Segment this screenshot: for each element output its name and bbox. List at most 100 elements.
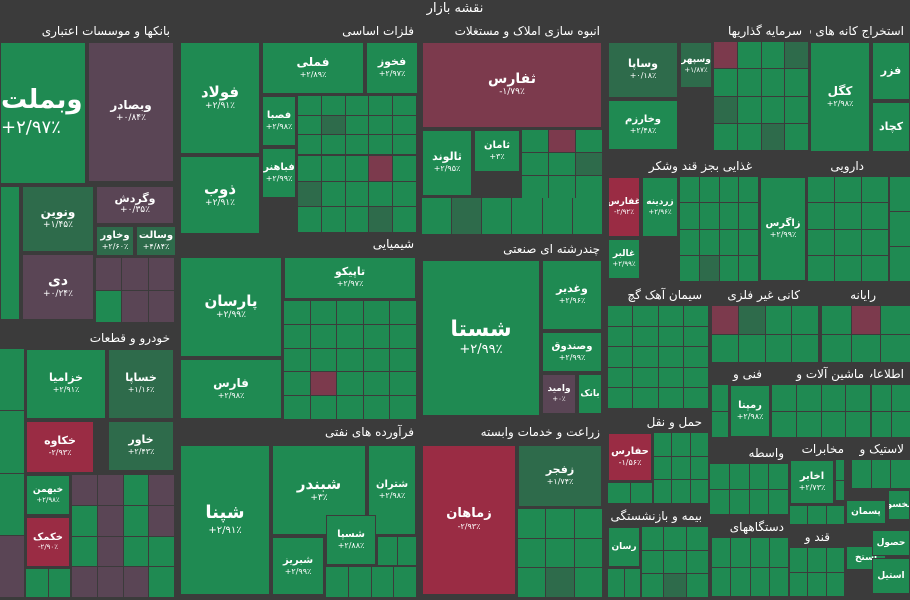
stock-tile[interactable]	[642, 574, 664, 597]
stock-tile[interactable]	[729, 464, 749, 489]
tile-fakhooz[interactable]: فخوز +۲/۹۷٪	[366, 42, 418, 94]
stock-tile[interactable]	[683, 388, 708, 408]
stock-tile[interactable]	[452, 198, 482, 234]
tile-kfaraz[interactable]: فزر	[872, 42, 910, 100]
stock-tile[interactable]	[572, 198, 602, 234]
stock-tile[interactable]	[712, 306, 738, 334]
tile-khkmak[interactable]: خکمک -۲/۹۰٪	[26, 517, 70, 567]
tile-tapiko[interactable]: تاپیکو +۲/۹۷٪	[284, 257, 416, 299]
stock-tile[interactable]	[683, 306, 708, 326]
stock-tile[interactable]	[686, 574, 708, 597]
stock-tile[interactable]	[664, 527, 686, 550]
stock-tile[interactable]	[97, 536, 123, 567]
tile-fabahar[interactable]: فباهنر +۲/۹۹٪	[262, 148, 296, 198]
tile-vsahar[interactable]: وسپهر +۱/۸۷٪	[680, 42, 712, 88]
stock-tile[interactable]	[363, 396, 390, 419]
tile-khavar[interactable]: خاور +۲/۴۳٪	[108, 421, 174, 471]
stock-tile[interactable]	[298, 96, 321, 115]
stock-tile[interactable]	[710, 464, 729, 489]
stock-tile[interactable]	[369, 156, 393, 181]
stock-tile[interactable]	[345, 156, 369, 181]
stock-tile[interactable]	[149, 536, 174, 567]
stock-tile[interactable]	[851, 334, 881, 362]
stock-tile[interactable]	[549, 130, 575, 152]
stock-tile[interactable]	[518, 509, 546, 538]
stock-tile[interactable]	[97, 505, 123, 536]
stock-tile[interactable]	[369, 96, 393, 115]
stock-tile[interactable]	[761, 96, 785, 123]
stock-tile[interactable]	[658, 347, 683, 367]
stock-tile[interactable]	[149, 567, 174, 597]
stock-tile[interactable]	[672, 456, 690, 480]
stock-tile[interactable]	[690, 456, 708, 480]
stock-tile[interactable]	[769, 567, 788, 596]
stock-tile[interactable]	[658, 326, 683, 347]
stock-tile[interactable]	[822, 306, 851, 334]
tile-vnovin[interactable]: ونوین +۱/۴۵٪	[22, 186, 94, 252]
tile-tlond[interactable]: ثالوند +۲/۹۵٪	[422, 130, 472, 196]
stock-tile[interactable]	[390, 301, 416, 324]
stock-tile[interactable]	[337, 372, 363, 396]
stock-tile[interactable]	[699, 229, 719, 255]
stock-tile[interactable]	[310, 301, 337, 324]
stock-tile[interactable]	[608, 483, 630, 503]
stock-tile[interactable]	[72, 536, 97, 567]
stock-tile[interactable]	[749, 489, 769, 514]
stock-tile[interactable]	[522, 153, 548, 175]
stock-tile[interactable]	[862, 255, 888, 281]
stock-tile[interactable]	[48, 569, 70, 597]
tile-fars[interactable]: فارس +۲/۹۸٪	[180, 359, 282, 419]
stock-tile[interactable]	[769, 489, 788, 514]
stock-tile[interactable]	[761, 42, 785, 69]
stock-tile[interactable]	[633, 306, 658, 326]
stock-tile[interactable]	[363, 301, 390, 324]
stock-tile[interactable]	[298, 135, 321, 154]
stock-tile[interactable]	[394, 567, 416, 597]
tile-hafars[interactable]: حفارس -۱/۵۶٪	[608, 433, 652, 481]
stock-tile[interactable]	[712, 411, 728, 437]
stock-tile[interactable]	[738, 334, 765, 362]
stock-tile[interactable]	[72, 475, 97, 505]
stock-tile[interactable]	[761, 123, 785, 150]
stock-tile[interactable]	[808, 506, 826, 524]
stock-tile[interactable]	[699, 255, 719, 281]
stock-tile[interactable]	[658, 306, 683, 326]
stock-tile[interactable]	[522, 130, 548, 152]
stock-tile[interactable]	[862, 177, 888, 203]
stock-tile[interactable]	[680, 229, 699, 255]
stock-tile[interactable]	[26, 569, 48, 597]
tile-vaghadir[interactable]: وغدیر +۲/۹۶٪	[542, 260, 602, 330]
stock-tile[interactable]	[393, 135, 416, 154]
stock-tile[interactable]	[714, 69, 737, 96]
stock-tile[interactable]	[658, 388, 683, 408]
stock-tile[interactable]	[542, 198, 572, 234]
stock-tile[interactable]	[97, 567, 123, 597]
stock-tile[interactable]	[731, 538, 750, 567]
stock-tile[interactable]	[345, 135, 369, 154]
stock-tile[interactable]	[826, 506, 844, 524]
stock-tile[interactable]	[739, 229, 758, 255]
stock-tile[interactable]	[518, 568, 546, 597]
stock-tile[interactable]	[546, 509, 574, 538]
stock-tile[interactable]	[790, 548, 808, 572]
stock-tile[interactable]	[739, 255, 758, 281]
stock-tile[interactable]	[284, 372, 310, 396]
stock-tile[interactable]	[149, 475, 174, 505]
stock-tile[interactable]	[719, 203, 739, 229]
stock-tile[interactable]	[574, 538, 602, 568]
stock-tile[interactable]	[123, 567, 149, 597]
stock-tile[interactable]	[835, 255, 861, 281]
stock-tile[interactable]	[0, 411, 24, 473]
stock-tile[interactable]	[576, 130, 602, 152]
stock-tile[interactable]	[765, 306, 792, 334]
stock-tile[interactable]	[345, 207, 369, 232]
tile-ghfars[interactable]: غفارس -۲/۹۲٪	[608, 177, 640, 237]
stock-tile[interactable]	[686, 550, 708, 574]
tile-rasan[interactable]: رسان	[608, 527, 640, 567]
stock-tile[interactable]	[608, 388, 633, 408]
stock-tile[interactable]	[862, 203, 888, 229]
stock-tile[interactable]	[712, 334, 738, 362]
stock-tile[interactable]	[891, 385, 910, 411]
tile-sharan[interactable]: شتران +۲/۹۸٪	[368, 445, 416, 535]
tile-ramna[interactable]: رمپنا +۲/۹۸٪	[730, 385, 770, 437]
